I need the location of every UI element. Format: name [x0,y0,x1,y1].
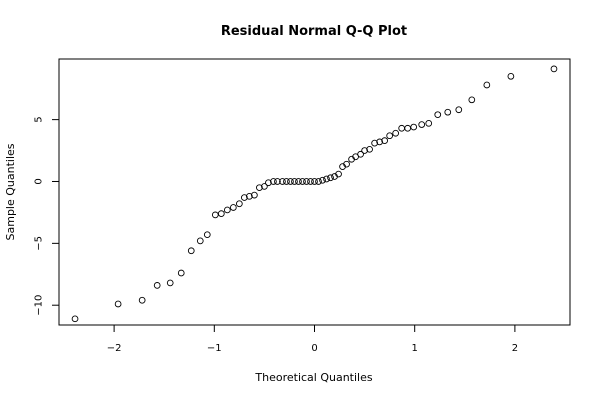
data-point [483,81,491,89]
data-point [319,176,326,184]
data-point [241,194,248,201]
y-tick-label: 5 [34,116,45,122]
data-point [404,124,412,132]
data-point [335,170,342,178]
data-point [327,174,334,182]
data-point [138,296,146,304]
data-point [507,72,515,80]
data-point [550,65,558,73]
data-point [177,269,185,277]
data-point [114,300,122,308]
data-point [468,96,476,104]
data-point [211,211,219,219]
data-point [371,139,378,147]
data-point [307,178,314,185]
x-tick-label: −2 [107,343,122,354]
data-points [71,65,558,323]
y-tick-label: 0 [34,178,45,184]
chart-title: Residual Normal Q-Q Plot [221,24,407,39]
data-point [187,247,195,255]
data-point [295,178,302,185]
y-tick-label: −10 [34,295,45,316]
data-point [291,178,298,185]
data-point [256,184,263,192]
x-tick-label: 2 [512,343,518,354]
data-point [274,178,281,185]
y-tick-label: −5 [34,236,45,251]
data-point [71,315,79,323]
x-tick-label: 0 [311,343,317,354]
data-point [251,191,258,199]
data-point [196,237,204,245]
data-point [166,279,174,287]
x-axis-label: Theoretical Quantiles [254,371,372,384]
data-point [386,132,393,140]
x-tick-label: −1 [207,343,222,354]
data-point [283,178,290,185]
data-point [311,178,318,185]
data-point [410,123,418,131]
data-point [392,129,400,137]
data-point [418,121,426,128]
data-point [343,160,350,168]
data-point [361,147,368,154]
plot-frame [58,58,571,326]
data-point [299,178,306,185]
data-point [434,111,442,119]
data-point [246,192,253,200]
x-axis: −2 −1 0 1 2 [107,325,518,354]
data-point [376,138,383,146]
data-point [357,150,364,158]
data-point [398,124,406,132]
data-point [223,206,231,214]
data-point [303,178,310,185]
data-point [323,175,330,183]
data-point [366,145,373,153]
data-point [455,106,463,114]
data-point [265,179,272,187]
data-point [279,178,286,185]
y-axis: −10 −5 0 5 [34,116,59,316]
data-point [315,178,322,185]
x-tick-label: 1 [412,343,418,354]
y-axis-label: Sample Quantiles [4,143,17,240]
data-point [444,108,452,116]
data-point [217,210,225,218]
data-point [229,204,237,211]
data-point [261,183,268,190]
data-point [381,137,388,145]
data-point [270,178,277,185]
data-point [287,178,294,185]
data-point [236,200,243,208]
data-point [203,231,211,239]
data-point [153,282,161,289]
data-point [425,119,433,127]
